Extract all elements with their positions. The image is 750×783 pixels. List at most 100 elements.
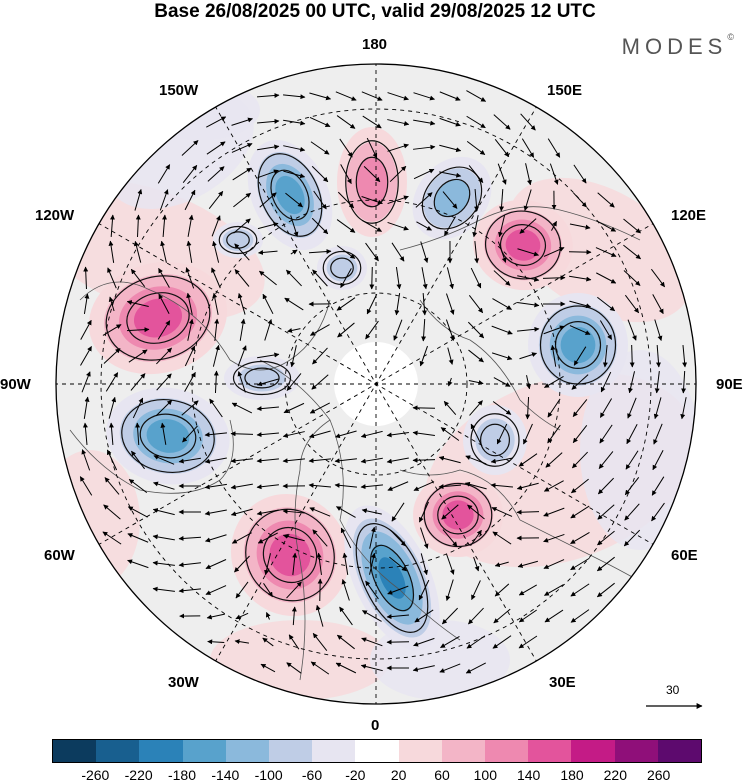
wind-vector — [158, 267, 170, 288]
wind-vector — [256, 406, 279, 412]
wind-vector — [135, 422, 141, 446]
colorbar-tick-label: -220 — [124, 767, 153, 783]
label-0: 0 — [371, 717, 380, 734]
wind-vector — [470, 529, 482, 547]
wind-vector — [387, 92, 409, 101]
wind-vector — [493, 377, 511, 387]
wind-vector — [292, 552, 298, 575]
wind-vector — [234, 243, 250, 261]
wind-vector — [468, 380, 484, 386]
wind-vector — [260, 663, 276, 673]
wind-vector — [569, 300, 592, 309]
wind-vector — [625, 450, 639, 470]
wind-vector — [441, 504, 459, 520]
contour-line — [244, 367, 280, 389]
colorbar-tick-label: 140 — [516, 767, 541, 783]
wind-vector — [213, 370, 219, 394]
wind-vector — [126, 327, 150, 333]
wind-vector — [387, 195, 409, 205]
wind-vector — [239, 318, 246, 341]
wind-vector — [387, 119, 410, 126]
reference-vector-arrow — [646, 703, 703, 709]
background-tint — [56, 450, 140, 590]
colorbar-segment — [485, 740, 529, 762]
wind-vector — [572, 399, 588, 418]
wind-vector — [499, 188, 505, 212]
wind-vector — [597, 192, 615, 208]
colorbar-tick-label: 60 — [434, 767, 450, 783]
wind-vector — [473, 556, 480, 572]
wind-vector — [366, 293, 378, 315]
wind-vector — [211, 215, 221, 237]
wind-vector — [518, 584, 537, 596]
colorbar-tick-label: 260 — [646, 767, 671, 783]
wind-vector — [308, 249, 332, 255]
wind-vector — [653, 423, 663, 445]
wind-vector — [182, 164, 198, 183]
wind-vector — [627, 397, 637, 419]
wind-vector — [336, 506, 356, 518]
map-title: Base 26/08/2025 00 UTC, valid 29/08/2025… — [154, 1, 596, 22]
wind-vector — [393, 319, 403, 341]
wind-vector — [496, 423, 508, 445]
wind-vector — [311, 165, 329, 183]
meridian-30w-150e — [210, 98, 542, 670]
wind-vector — [419, 501, 429, 523]
colorbar-segment — [53, 740, 97, 762]
wind-vector — [206, 141, 226, 155]
wind-vector — [395, 267, 402, 290]
wind-vector — [474, 188, 480, 212]
wind-vector — [205, 559, 227, 569]
wind-vector — [465, 662, 486, 674]
wind-vector — [654, 371, 660, 394]
label-30e: 30E — [549, 674, 576, 691]
wind-vector — [492, 635, 512, 649]
wind-vector — [127, 506, 148, 518]
wind-vector — [286, 373, 302, 391]
wind-vector — [413, 168, 435, 180]
wind-vector — [526, 375, 531, 390]
wind-vector — [265, 612, 271, 620]
wind-vector — [310, 141, 330, 155]
wind-vector — [412, 430, 435, 437]
wind-vector — [83, 293, 90, 315]
wind-vector — [311, 374, 329, 390]
wind-vector — [543, 533, 565, 543]
wind-vector — [230, 458, 253, 464]
wind-vector — [438, 484, 462, 490]
wind-vector — [234, 269, 250, 287]
wind-vector — [155, 399, 173, 417]
wind-vector — [413, 119, 436, 126]
wind-vector — [285, 192, 303, 208]
wind-vector — [386, 614, 410, 620]
wind-vector — [494, 561, 509, 568]
wind-vector — [492, 401, 512, 415]
wind-vector — [491, 325, 513, 335]
contour-line — [437, 495, 479, 535]
wind-vector — [422, 292, 427, 316]
wind-vector — [516, 509, 540, 515]
wind-vector — [186, 292, 193, 315]
wind-vector — [525, 396, 531, 420]
wind-vector — [340, 164, 352, 185]
wind-vector — [651, 502, 665, 522]
wind-vector — [237, 371, 246, 393]
wind-vector — [107, 267, 117, 289]
wind-vector — [283, 94, 306, 100]
wind-vector — [312, 529, 328, 547]
wind-vector — [286, 662, 302, 674]
wind-vector — [519, 218, 537, 234]
wind-vector — [624, 294, 640, 314]
wind-vector — [360, 484, 383, 490]
wind-vector — [186, 240, 193, 263]
wind-vector — [184, 345, 196, 367]
wind-vector — [387, 585, 409, 595]
anomaly-w130-low — [213, 222, 263, 258]
wind-vector — [233, 218, 251, 234]
wind-vector — [492, 531, 512, 545]
wind-vector — [230, 508, 253, 517]
contour-line — [330, 257, 354, 279]
wind-vector — [519, 352, 538, 360]
wind-vector — [596, 582, 615, 598]
wind-vector — [420, 553, 429, 576]
